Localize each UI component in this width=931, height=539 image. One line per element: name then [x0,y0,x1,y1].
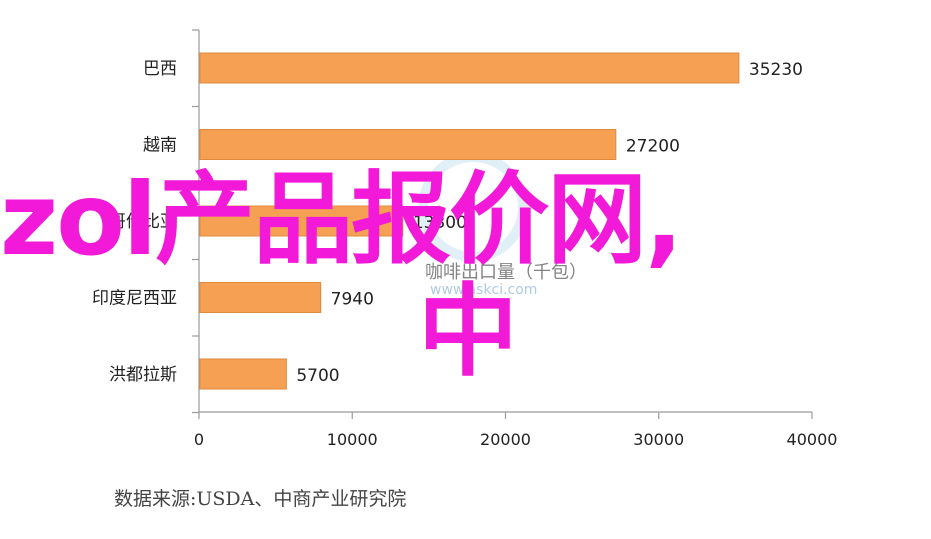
source-note: 数据来源:USDA、中商产业研究院 [114,488,407,510]
x-tick-label: 20000 [480,430,531,449]
value-label: 5700 [296,366,339,386]
watermark-url: www.askci.com [430,282,538,298]
value-label: 13300 [413,213,467,233]
x-tick-label: 30000 [633,430,684,449]
overlay-watermark-text: zol产品报价网, [0,161,683,278]
category-label: 印度尼西亚 [92,289,177,309]
bar [199,282,322,313]
watermark-subtitle: 咖啡出口量（千包） [425,262,587,283]
bar [199,205,404,237]
value-label: 27200 [626,137,680,157]
value-label: 35230 [749,60,803,80]
category-label: 哥伦比亚 [109,212,177,232]
category-label: 越南 [143,136,177,156]
overlay-watermark-text-2: 中 [418,273,518,390]
x-tick-label: 0 [194,430,204,449]
bar [199,358,287,390]
x-tick-label: 40000 [787,430,838,449]
x-tick-label: 10000 [327,430,378,449]
category-label: 巴西 [143,59,177,79]
bar [199,52,740,84]
value-label: 7940 [331,290,374,310]
bar [199,129,617,160]
category-label: 洪都拉斯 [109,365,177,385]
